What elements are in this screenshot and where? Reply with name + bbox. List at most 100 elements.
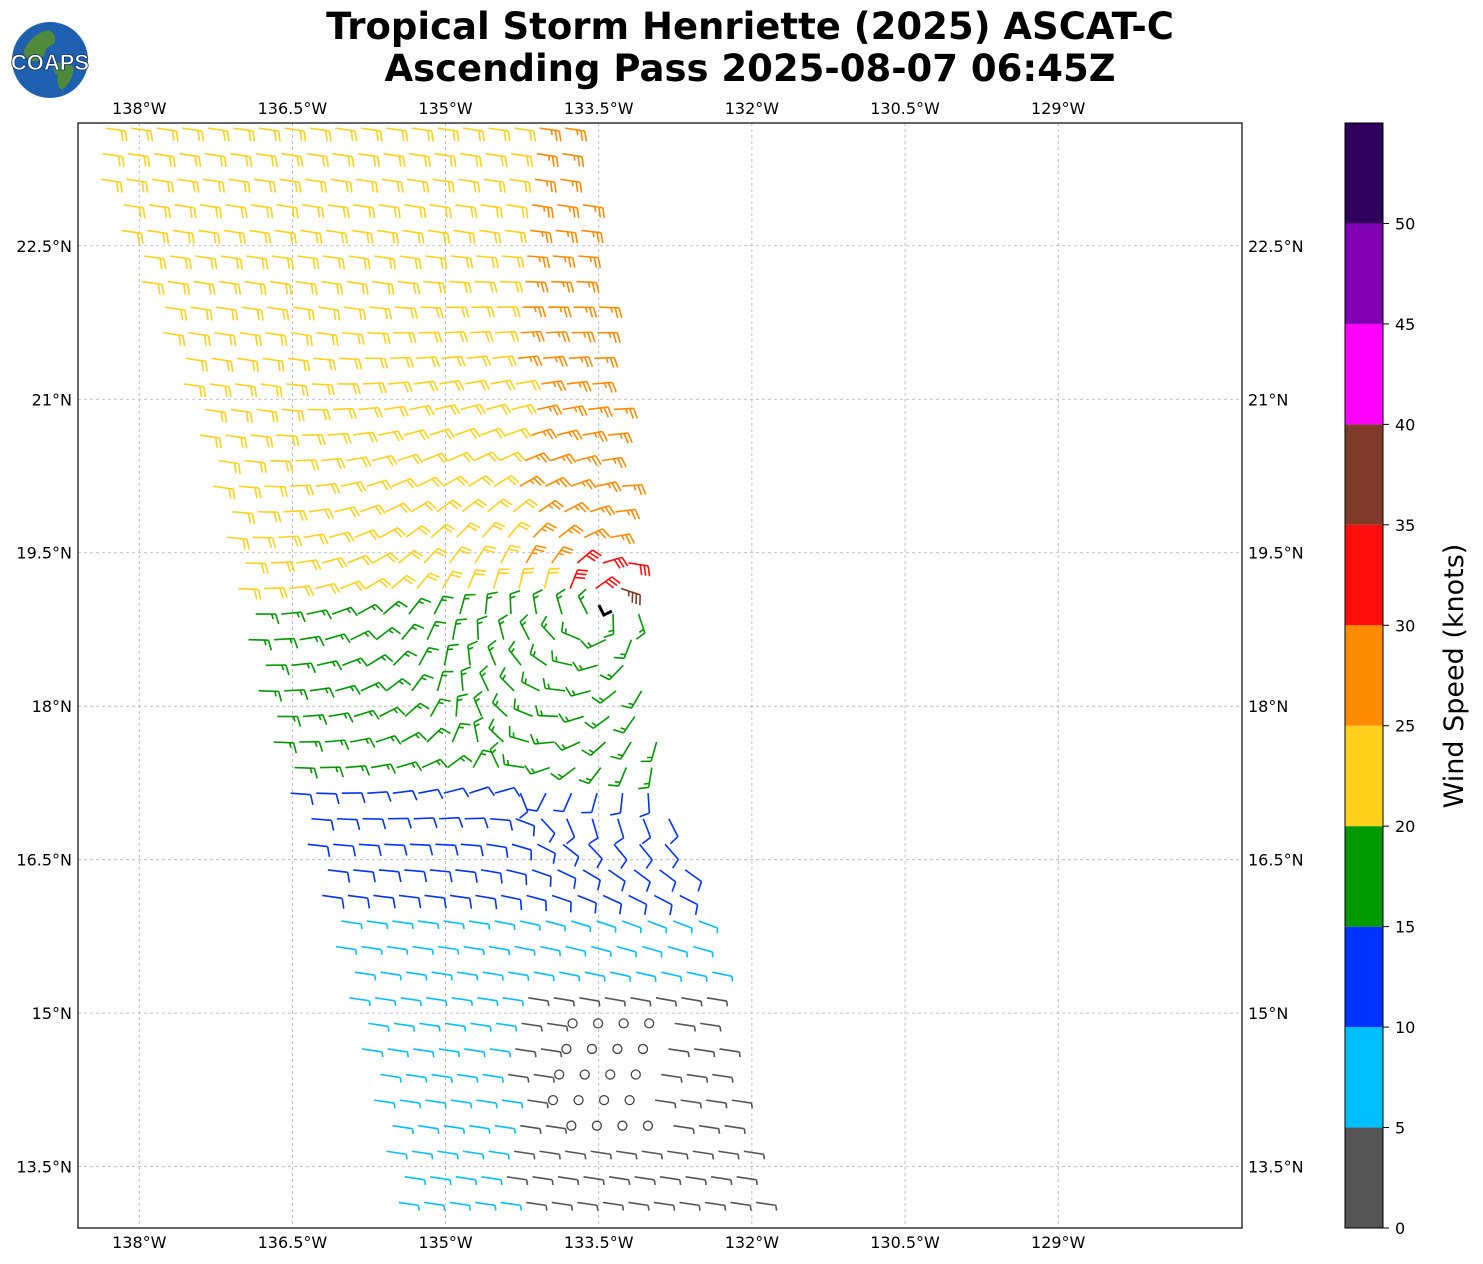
wind-barb bbox=[340, 580, 367, 592]
colorbar-bin bbox=[1345, 1127, 1383, 1228]
wind-barb bbox=[508, 726, 530, 743]
wind-barb bbox=[290, 484, 315, 496]
wind-barb bbox=[262, 357, 285, 372]
wind-barb bbox=[474, 545, 497, 564]
wind-barb bbox=[434, 404, 461, 416]
wind-barb bbox=[557, 869, 577, 889]
wind-barb bbox=[536, 404, 563, 416]
wind-barb bbox=[274, 229, 297, 244]
wind-barb bbox=[316, 331, 339, 346]
wind-barb bbox=[511, 403, 538, 415]
wind-barb bbox=[488, 1150, 510, 1160]
colorbar-title: Wind Speed (knots) bbox=[1439, 544, 1470, 809]
wind-barb bbox=[610, 971, 632, 982]
wind-barb bbox=[492, 355, 517, 367]
wind-barb bbox=[633, 869, 651, 892]
wind-barb bbox=[579, 997, 601, 1007]
wind-barb bbox=[394, 306, 418, 319]
wind-barb bbox=[494, 1124, 517, 1134]
wind-barb bbox=[499, 667, 515, 692]
wind-barb bbox=[601, 456, 627, 469]
wind-barb bbox=[595, 576, 621, 590]
wind-barb bbox=[220, 255, 243, 270]
wind-barb bbox=[283, 509, 308, 521]
wind-barb bbox=[413, 1048, 435, 1058]
wind-barb bbox=[685, 1176, 707, 1186]
wind-barb bbox=[540, 615, 556, 641]
wind-barb bbox=[450, 255, 474, 269]
wind-barb bbox=[308, 508, 335, 520]
wind-barb bbox=[570, 478, 597, 490]
wind-barb bbox=[447, 754, 473, 769]
wind-barb bbox=[474, 280, 498, 293]
wind-barb bbox=[506, 869, 528, 886]
wind-barb bbox=[519, 614, 531, 641]
wind-barb bbox=[599, 306, 623, 319]
wind-barb bbox=[582, 204, 606, 219]
wind-barb bbox=[279, 178, 302, 193]
calm-marker bbox=[579, 1069, 590, 1080]
wind-barb bbox=[542, 677, 566, 692]
wind-barb bbox=[659, 1176, 682, 1186]
wind-barb bbox=[353, 204, 376, 219]
wind-barb bbox=[273, 637, 299, 649]
wind-barb bbox=[584, 528, 611, 539]
wind-barb bbox=[426, 997, 448, 1007]
wind-barb bbox=[576, 549, 602, 564]
wind-barb bbox=[289, 585, 315, 597]
wind-barb bbox=[655, 997, 678, 1007]
wind-barb bbox=[295, 459, 320, 471]
wind-barb bbox=[419, 1022, 441, 1032]
wind-barb bbox=[294, 766, 318, 779]
wind-barb bbox=[458, 178, 481, 193]
wind-barb bbox=[321, 280, 344, 296]
colorbar-bin bbox=[1345, 625, 1383, 726]
lon-tick-label-top: 132°W bbox=[725, 99, 780, 118]
wind-barb bbox=[378, 869, 402, 883]
wind-barb bbox=[501, 255, 525, 269]
calm-marker bbox=[573, 1094, 584, 1106]
wind-barb bbox=[597, 331, 621, 343]
wind-barb bbox=[638, 767, 653, 790]
wind-barb bbox=[392, 1124, 414, 1134]
wind-barb bbox=[550, 280, 575, 293]
wind-barb bbox=[551, 894, 572, 913]
wind-barb bbox=[558, 524, 584, 539]
wind-barb bbox=[481, 521, 506, 538]
lat-tick-label-right: 15°N bbox=[1248, 1004, 1288, 1023]
wind-barb bbox=[459, 152, 483, 168]
colorbar-tick-label: 35 bbox=[1395, 516, 1415, 535]
wind-barb bbox=[706, 997, 729, 1007]
wind-barb bbox=[299, 635, 325, 647]
wind-barb bbox=[416, 572, 440, 590]
wind-barb bbox=[238, 485, 262, 499]
wind-barb bbox=[444, 331, 469, 343]
wind-barb bbox=[466, 355, 492, 367]
wind-barb bbox=[341, 792, 366, 804]
wind-barb bbox=[284, 127, 307, 142]
wind-barb bbox=[153, 152, 176, 168]
wind-barb bbox=[525, 280, 549, 293]
wind-barb bbox=[530, 229, 553, 244]
wind-barb bbox=[555, 588, 566, 615]
wind-barb bbox=[327, 204, 350, 219]
calm-marker bbox=[642, 1120, 654, 1131]
wind-barb bbox=[435, 843, 459, 856]
calm-marker bbox=[618, 1018, 629, 1029]
wind-barb bbox=[429, 428, 456, 440]
wind-barb bbox=[281, 152, 304, 168]
wind-barb bbox=[551, 545, 574, 564]
wind-barb bbox=[453, 229, 476, 244]
wind-barb bbox=[480, 869, 503, 884]
wind-barb bbox=[476, 255, 499, 269]
wind-barb bbox=[553, 792, 573, 813]
wind-barb bbox=[540, 818, 556, 843]
wind-barb bbox=[565, 686, 591, 697]
wind-barb bbox=[388, 817, 412, 829]
wind-barb bbox=[587, 843, 603, 869]
wind-barb bbox=[451, 722, 471, 743]
wind-barb bbox=[457, 971, 479, 981]
wind-barb bbox=[346, 280, 369, 296]
wind-barb bbox=[616, 1150, 638, 1160]
wind-barb bbox=[576, 454, 602, 466]
